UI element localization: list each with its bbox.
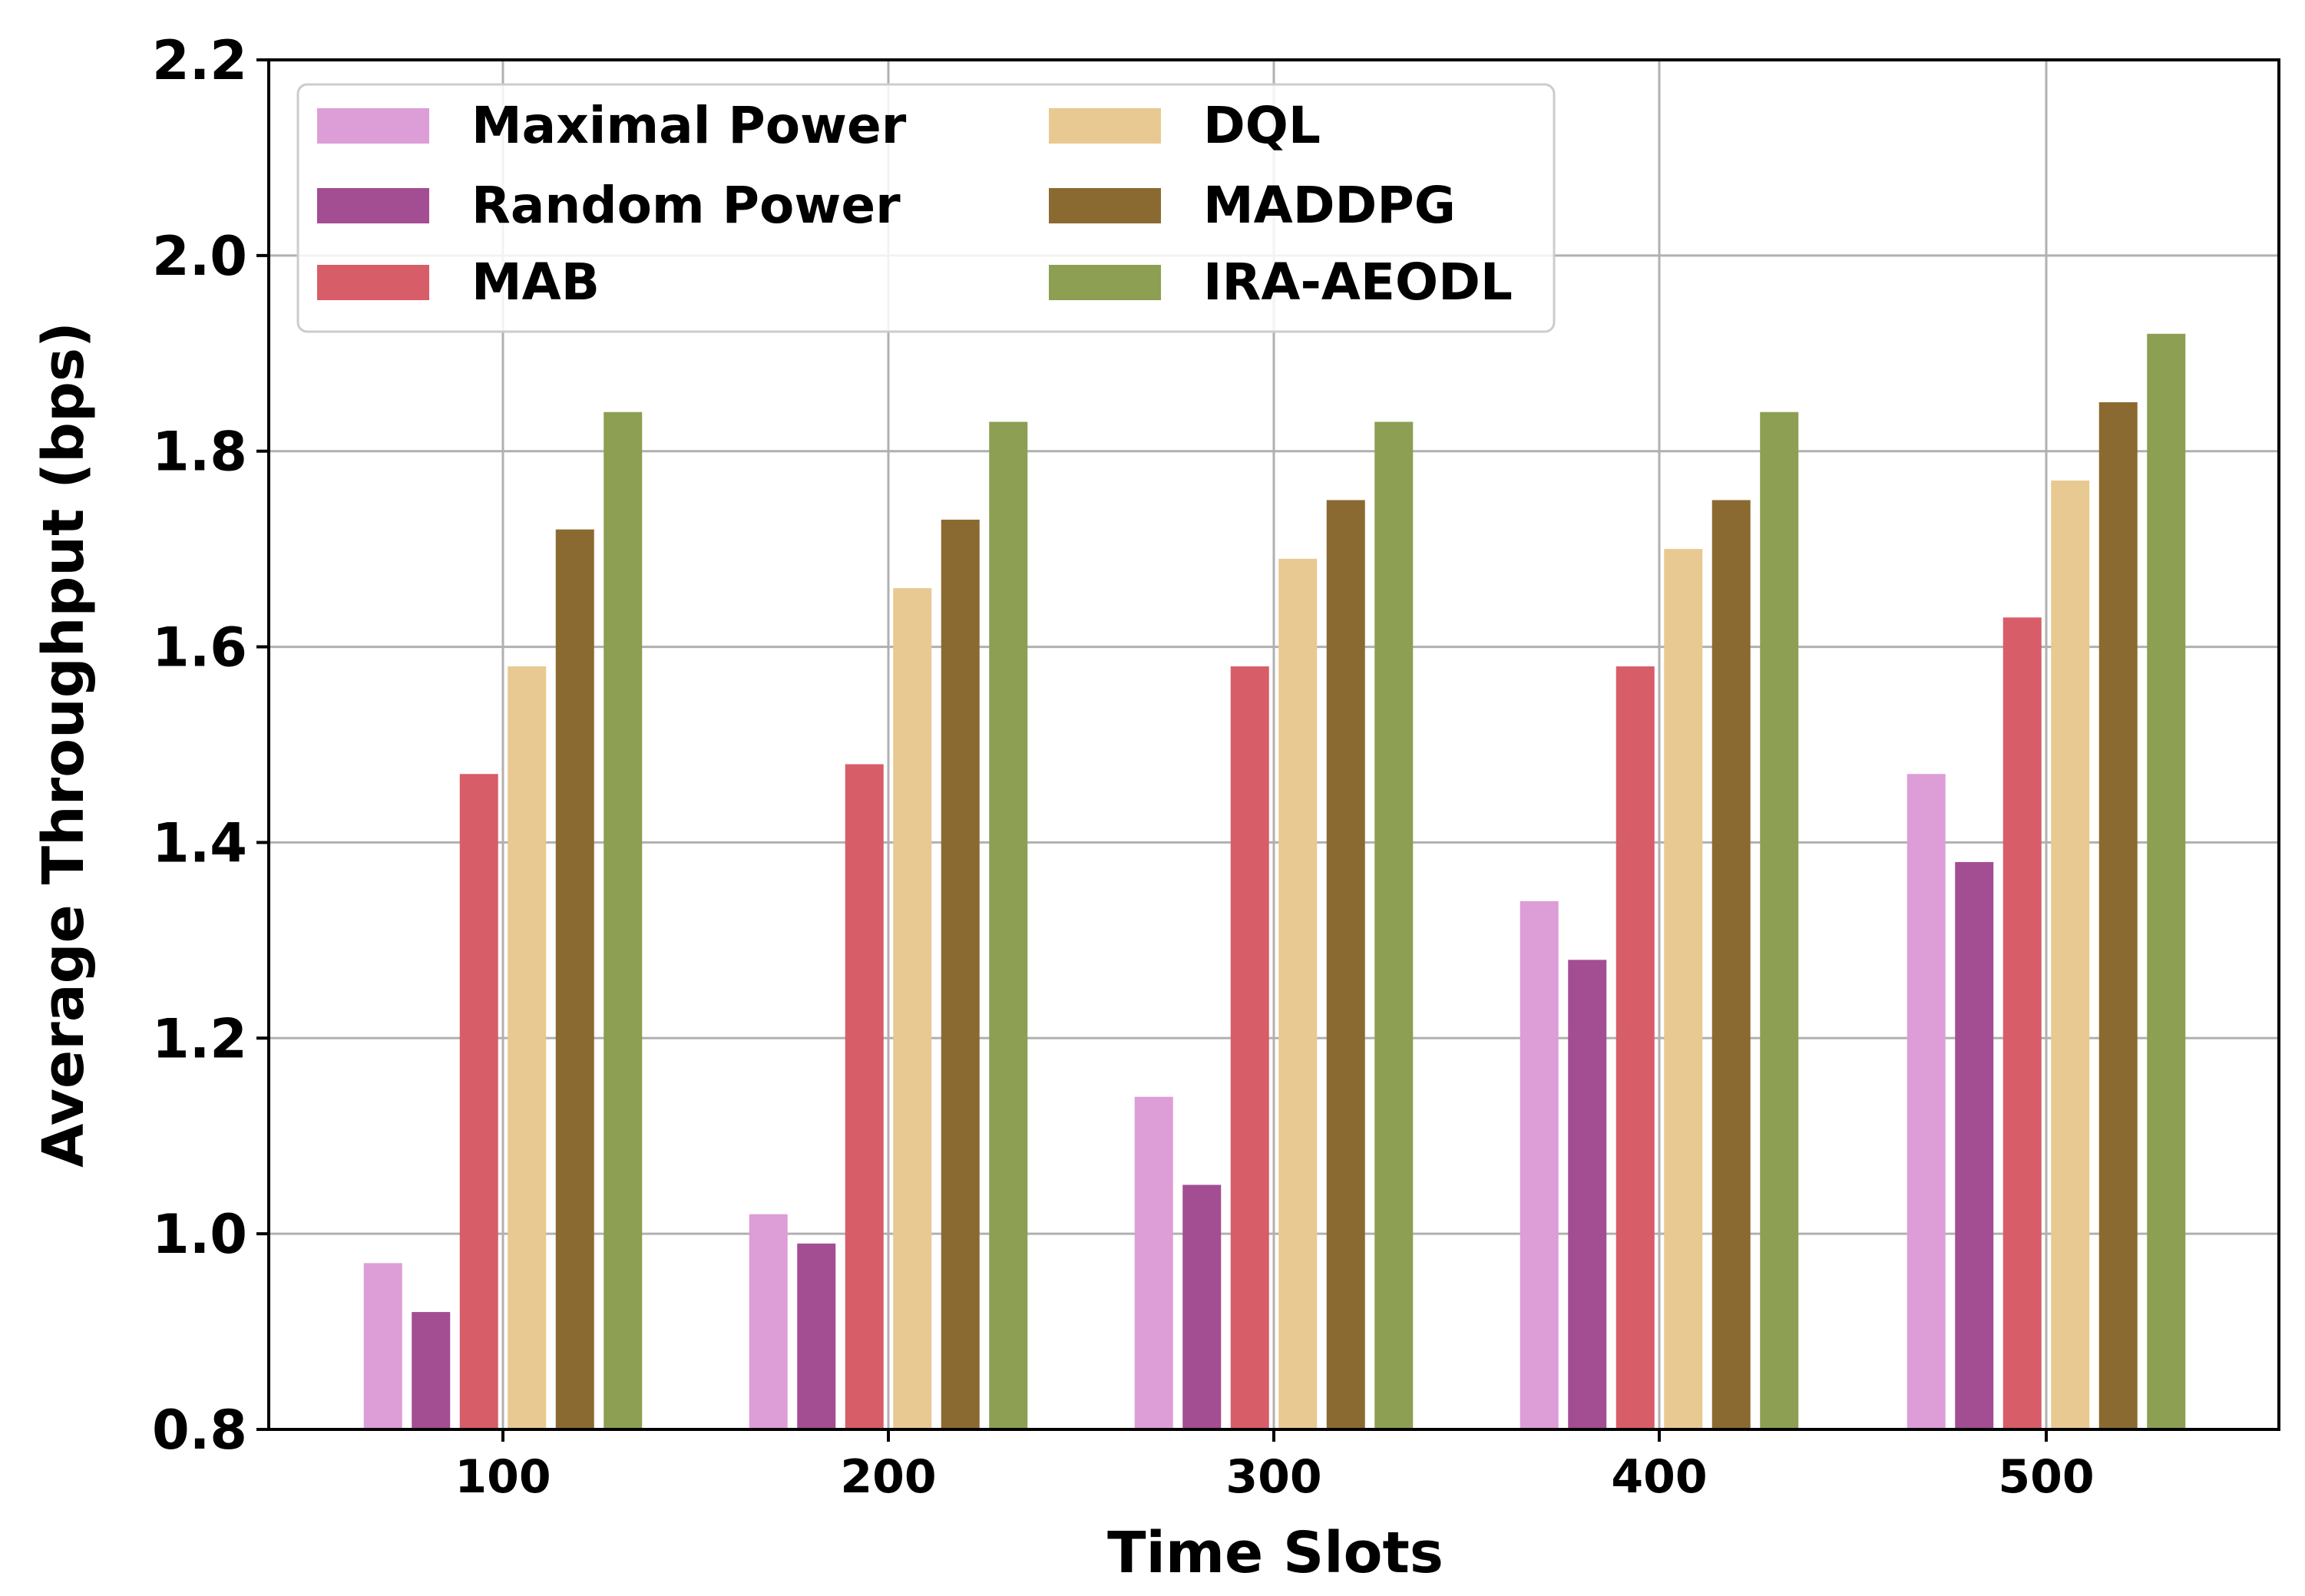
legend-label: DQL [1203, 96, 1321, 155]
bar-ira-aeodl-100 [604, 411, 643, 1429]
bar-random-power-500 [1955, 861, 1994, 1429]
y-tick-label: 0.8 [152, 1399, 247, 1462]
legend-swatch [1049, 265, 1161, 300]
y-tick-label: 1.8 [152, 421, 247, 484]
legend-swatch [1049, 108, 1161, 144]
bar-maximal-power-400 [1520, 900, 1559, 1429]
legend-swatch [317, 108, 429, 144]
bar-ira-aeodl-500 [2147, 333, 2186, 1429]
bar-random-power-400 [1568, 960, 1607, 1429]
legend-label: IRA-AEODL [1203, 253, 1513, 312]
bar-dql-500 [2051, 480, 2090, 1429]
bar-maximal-power-200 [749, 1214, 788, 1429]
bar-ira-aeodl-200 [989, 421, 1028, 1429]
y-tick-label: 1.4 [152, 811, 247, 874]
legend-label: MADDPG [1203, 176, 1456, 235]
x-tick-label: 100 [455, 1450, 551, 1504]
y-tick-label: 1.6 [152, 616, 247, 679]
x-tick-label: 200 [840, 1450, 936, 1504]
axis-ticks: 0.8 1.0 1.2 1.4 1.6 1.8 2.0 2.2 100 200 300 400 500 [152, 29, 2095, 1504]
legend-label: MAB [471, 253, 600, 312]
y-tick-label: 2.2 [152, 29, 247, 92]
bar-maximal-power-500 [1907, 774, 1946, 1429]
bar-maddpg-100 [555, 529, 594, 1429]
bars [363, 333, 2186, 1430]
bar-maddpg-500 [2098, 402, 2138, 1429]
bar-dql-100 [508, 666, 547, 1429]
legend: Maximal Power Random Power MAB DQL MADDPG IRA… [296, 83, 1556, 333]
x-tick-label: 500 [1998, 1450, 2094, 1504]
bar-mab-500 [2002, 617, 2042, 1430]
x-tick-label: 300 [1225, 1450, 1321, 1504]
bar-mab-300 [1230, 666, 1269, 1429]
bar-random-power-100 [412, 1312, 451, 1429]
x-axis-title: Time Slots [1107, 1520, 1444, 1586]
bar-mab-200 [845, 764, 884, 1429]
legend-swatch [1049, 188, 1161, 223]
bar-random-power-300 [1182, 1185, 1222, 1429]
legend-swatch [317, 188, 429, 223]
bar-maddpg-300 [1326, 500, 1365, 1429]
x-tick-label: 400 [1611, 1450, 1707, 1504]
bar-maddpg-400 [1711, 500, 1751, 1429]
bar-ira-aeodl-300 [1374, 421, 1414, 1429]
legend-label: Random Power [471, 176, 901, 235]
bar-maximal-power-300 [1134, 1096, 1173, 1429]
legend-label: Maximal Power [471, 96, 907, 155]
y-tick-label: 2.0 [152, 225, 247, 288]
bar-maximal-power-100 [363, 1263, 402, 1429]
y-axis-title: Average Throughput (bps) [31, 322, 97, 1168]
y-tick-label: 1.2 [152, 1007, 247, 1070]
bar-random-power-200 [797, 1243, 836, 1429]
legend-swatch [317, 265, 429, 300]
bar-dql-200 [893, 588, 932, 1429]
bar-ira-aeodl-400 [1760, 411, 1799, 1429]
y-tick-label: 1.0 [152, 1203, 247, 1266]
bar-dql-400 [1664, 549, 1703, 1430]
legend-frame [296, 83, 1556, 333]
bar-dql-300 [1278, 558, 1318, 1429]
bar-maddpg-200 [941, 519, 980, 1429]
bar-mab-400 [1615, 666, 1655, 1429]
bar-mab-100 [459, 774, 498, 1429]
